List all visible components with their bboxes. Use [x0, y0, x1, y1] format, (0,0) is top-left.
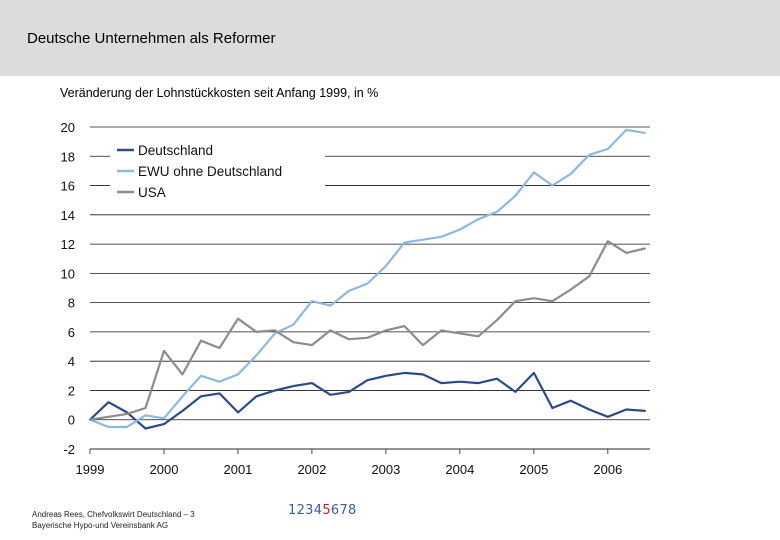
series-line [88, 371, 646, 430]
y-tick-label: 20 [61, 120, 75, 135]
series-line [88, 128, 646, 429]
y-tick-label: 12 [61, 237, 75, 252]
page-number[interactable]: 1 [288, 503, 297, 518]
y-tick-label: 0 [68, 413, 75, 428]
page-navigation: 12345678 [288, 503, 357, 518]
footer-company: Bayerische Hypo-und Vereinsbank AG [32, 521, 169, 530]
y-tick-label: 16 [61, 179, 75, 194]
x-tick-label: 2006 [593, 462, 622, 477]
series-lines [88, 128, 646, 430]
y-axis-tick-labels: -2 0 2 4 6 8 10 12 14 16 18 20 [61, 120, 75, 457]
page-number[interactable]: 6 [330, 503, 340, 518]
slide-title: Deutsche Unternehmen als Reformer [27, 30, 276, 47]
x-axis-tick-labels: 1999 2000 2001 2002 2003 2004 2005 2006 [76, 462, 623, 477]
page-number[interactable]: 5 [322, 503, 331, 518]
footer-author: Andreas Rees, Chefvolkswirt Deutschland … [32, 510, 195, 519]
footer-text: Andreas Rees, Chefvolkswirt Deutschland … [32, 509, 195, 531]
x-tick-label: 1999 [76, 462, 105, 477]
header-bar [0, 0, 780, 76]
legend-label: Deutschland [138, 143, 213, 158]
x-tick-label: 2004 [445, 462, 474, 477]
x-tick-label: 2005 [519, 462, 548, 477]
page-number[interactable]: 3 [305, 503, 314, 518]
page-number[interactable]: 8 [348, 503, 357, 518]
y-tick-label: 18 [61, 149, 75, 164]
x-tick-label: 2002 [297, 462, 326, 477]
page-number[interactable]: 4 [313, 503, 323, 518]
y-tick-label: 8 [68, 296, 75, 311]
y-tick-label: 6 [68, 325, 75, 340]
page-number[interactable]: 2 [296, 503, 306, 518]
legend: Deutschland EWU ohne Deutschland USA [110, 137, 325, 207]
y-tick-label: 14 [61, 208, 75, 223]
y-tick-label: 2 [68, 383, 75, 398]
page-number[interactable]: 7 [339, 503, 349, 518]
x-tick-label: 2000 [150, 462, 179, 477]
y-tick-label: -2 [63, 442, 75, 457]
chart-title: Veränderung der Lohnstückkosten seit Anf… [60, 86, 379, 100]
y-tick-label: 4 [68, 354, 75, 369]
legend-label: EWU ohne Deutschland [138, 164, 282, 179]
x-tick-label: 2001 [223, 462, 252, 477]
y-tick-label: 10 [61, 266, 75, 281]
x-tick-label: 2003 [371, 462, 400, 477]
legend-background [110, 137, 325, 207]
legend-label: USA [138, 185, 166, 200]
series-line [88, 240, 646, 421]
